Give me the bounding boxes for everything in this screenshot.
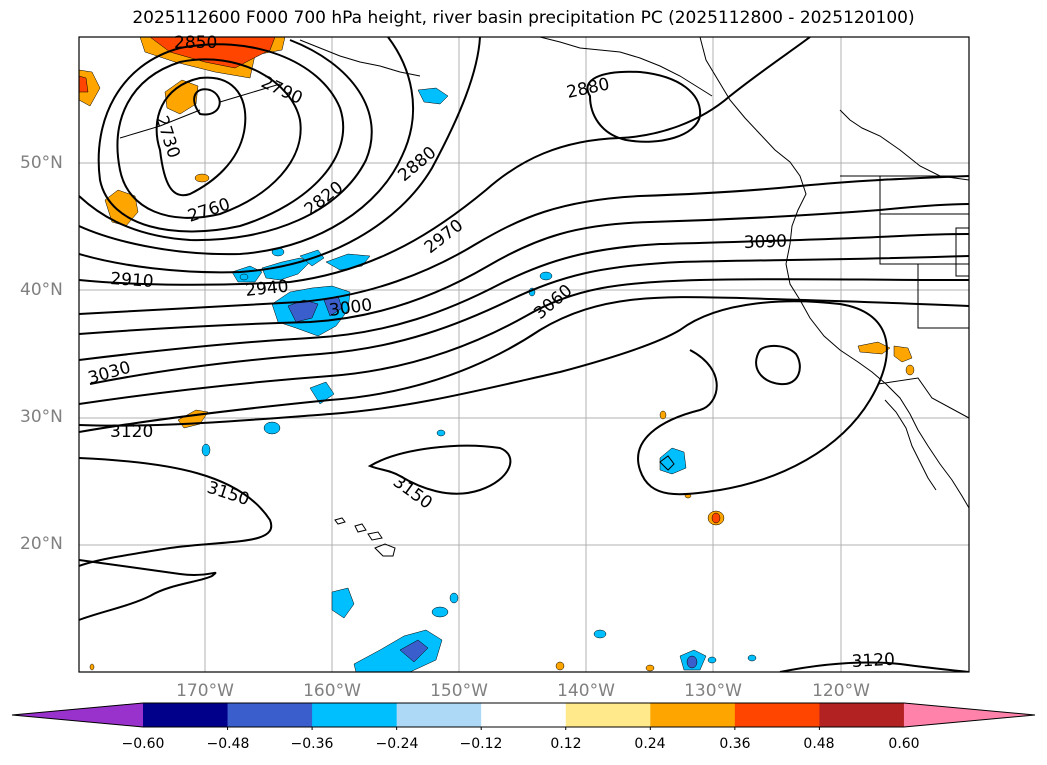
colorbar-tick-label: −0.48 [206, 736, 250, 752]
graticule [79, 37, 969, 672]
coastlines [119, 37, 969, 557]
contour-label: 2850 [174, 33, 217, 53]
colorbar [11, 702, 1036, 730]
colorbar-tick-label: −0.60 [121, 736, 165, 752]
longitude-label: 170°W [176, 681, 234, 701]
contour-label: 3120 [851, 650, 895, 672]
latitude-label: 20°N [20, 534, 63, 554]
map-frame [78, 36, 970, 673]
colorbar-tick-label: 0.12 [550, 736, 582, 752]
contour-labels: 2850 2790 2730 2760 2820 2880 2880 2970 … [86, 33, 896, 672]
colorbar-tick-label: 0.60 [888, 736, 920, 752]
contour-label: 3030 [86, 358, 133, 389]
longitude-label: 130°W [684, 681, 742, 701]
colorbar-outline [11, 702, 1036, 728]
contour-label: 2880 [565, 74, 611, 103]
colorbar-tick-label: 0.48 [803, 736, 835, 752]
colorbar-tick-label: 0.24 [634, 736, 666, 752]
colorbar-segment [481, 703, 567, 727]
colorbar-segment [227, 703, 313, 727]
contour-label: 3150 [389, 472, 436, 514]
contour-label: 2820 [301, 178, 347, 220]
contour-label: 2790 [258, 72, 306, 108]
longitude-label: 160°W [303, 681, 361, 701]
longitude-label: 150°W [430, 681, 488, 701]
colorbar-segment [819, 703, 905, 727]
contour-label: 2940 [244, 277, 289, 301]
colorbar-segment [650, 703, 736, 727]
colorbar-segment [565, 703, 651, 727]
colorbar-tick-label: −0.36 [290, 736, 334, 752]
longitude-label: 140°W [557, 681, 615, 701]
colorbar-segment [143, 703, 229, 727]
longitude-label: 120°W [812, 681, 870, 701]
contour-label: 3150 [204, 478, 251, 510]
colorbar-tick-label: 0.36 [719, 736, 751, 752]
latitude-label: 30°N [20, 407, 63, 427]
colorbar-segment [396, 703, 482, 727]
colorbar-segment [312, 703, 398, 727]
colorbar-tick-label: −0.12 [459, 736, 503, 752]
contour-label: 3120 [110, 422, 153, 442]
latitude-label: 40°N [20, 280, 63, 300]
colorbar-segment [734, 703, 820, 727]
colorbar-extend-high [903, 703, 1035, 727]
colorbar-tick-label: −0.24 [375, 736, 419, 752]
map-title: 2025112600 F000 700 hPa height, river ba… [132, 8, 915, 28]
height-contours [79, 37, 969, 672]
latitude-label: 50°N [20, 153, 63, 173]
contour-label: 2760 [185, 194, 232, 226]
contour-label: 2910 [110, 269, 155, 292]
contour-label: 3090 [743, 231, 787, 252]
map-panel: 2850 2790 2730 2760 2820 2880 2880 2970 … [78, 33, 970, 673]
colorbar-extend-low [12, 703, 143, 727]
